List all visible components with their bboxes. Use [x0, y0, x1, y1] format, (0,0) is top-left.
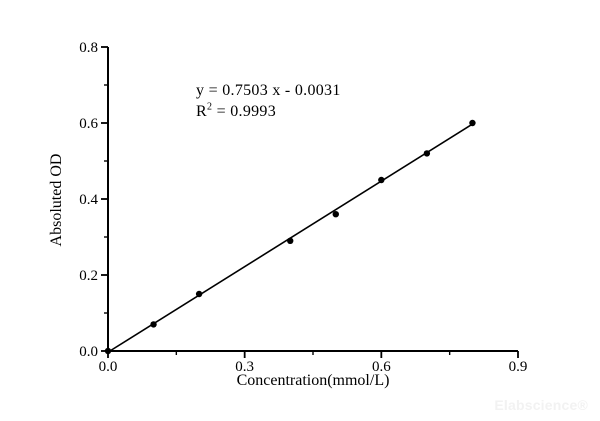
data-point [332, 211, 339, 218]
watermark: Elabscience® [494, 397, 588, 413]
x-tick-label: 0.9 [509, 359, 528, 375]
y-tick-label: 0.0 [79, 344, 98, 360]
fit-line [109, 123, 473, 352]
x-axis-title: Concentration(mmol/L) [236, 372, 390, 389]
data-point [378, 176, 385, 184]
y-tick-label: 0.2 [79, 268, 98, 284]
data-point [469, 119, 476, 127]
equation-line: y = 0.7503 x - 0.0031 [196, 82, 341, 99]
y-tick-label: 0.6 [79, 116, 98, 132]
x-tick-label: 0.0 [99, 359, 118, 375]
fit-equation-annotation: y = 0.7503 x - 0.0031 R2 = 0.9993 [196, 80, 341, 122]
data-point [195, 290, 203, 298]
y-axis-title: Absoluted OD [48, 153, 65, 247]
x-tick-label: 0.6 [372, 359, 391, 375]
data-point [150, 321, 157, 328]
y-tick-label: 0.8 [79, 40, 98, 56]
data-point [287, 237, 294, 244]
y-tick-label: 0.4 [79, 192, 98, 208]
data-point [104, 347, 112, 355]
r-squared-line: R2 = 0.9993 [196, 101, 277, 120]
data-point [423, 150, 431, 157]
x-tick-label: 0.3 [235, 359, 254, 375]
